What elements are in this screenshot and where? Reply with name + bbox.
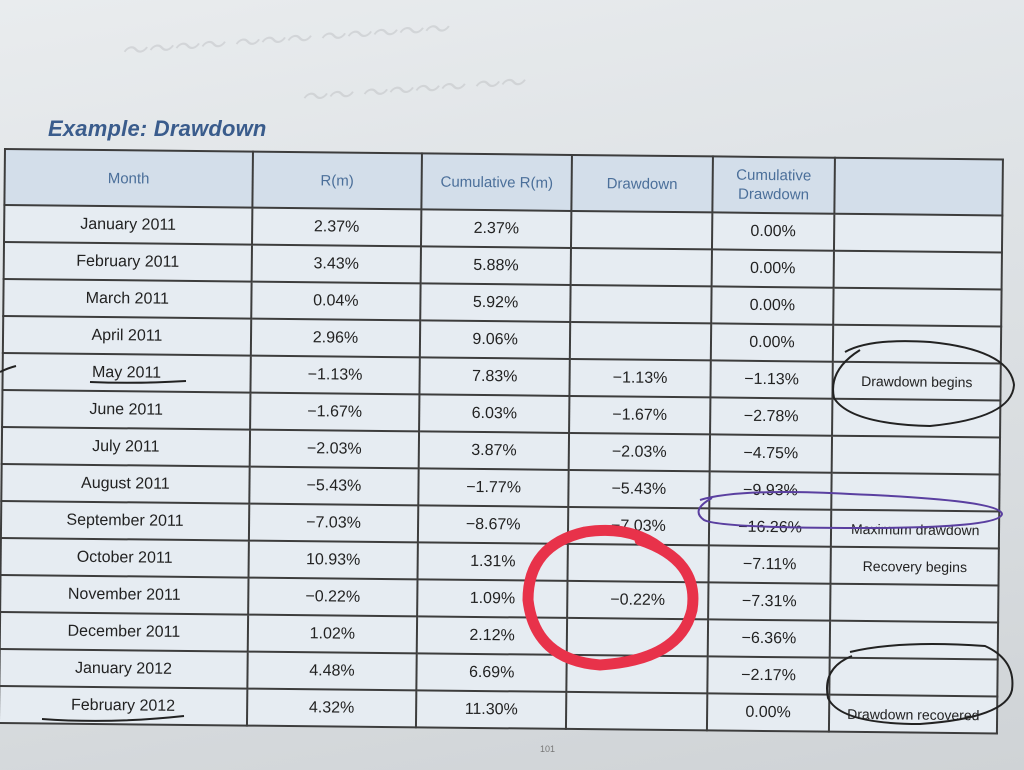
cumulative-drawdown-cell: 0.00%: [711, 212, 835, 251]
drawdown-cell: −0.22%: [567, 580, 709, 620]
cumulative-drawdown-cell: −7.11%: [708, 545, 832, 584]
page-heading: Example: Drawdown: [48, 116, 267, 141]
cumulative-rm-cell: 6.69%: [416, 653, 567, 692]
month-cell: January 2012: [0, 648, 248, 689]
table-body: January 2011 2.37% 2.37% 0.00% February 2011…: [0, 205, 1003, 734]
cumulative-drawdown-cell: −16.26%: [708, 508, 832, 547]
drawdown-cell: [570, 247, 712, 287]
rm-cell: 3.43%: [251, 244, 422, 284]
cumulative-drawdown-cell: −2.17%: [706, 656, 831, 695]
cumulative-drawdown-cell: 0.00%: [706, 693, 830, 732]
cumulative-rm-cell: 1.09%: [417, 579, 568, 618]
month-cell: September 2011: [0, 500, 250, 541]
cumulative-rm-cell: −8.67%: [417, 505, 569, 544]
cumulative-drawdown-cell: −9.93%: [708, 471, 833, 510]
rm-cell: 10.93%: [248, 540, 418, 580]
month-cell: August 2011: [1, 463, 250, 504]
cumulative-rm-cell: 6.03%: [419, 394, 570, 433]
note-cell: [830, 620, 999, 660]
note-cell: Drawdown recovered: [829, 694, 998, 734]
cumulative-rm-cell: 2.12%: [416, 616, 568, 655]
drawdown-cell: [567, 543, 709, 583]
rm-cell: −1.13%: [250, 355, 420, 395]
note-cell: [834, 250, 1002, 290]
rm-cell: −2.03%: [249, 429, 420, 469]
rm-cell: −1.67%: [249, 392, 420, 432]
cumulative-drawdown-cell: 0.00%: [710, 286, 835, 325]
column-header-month: Month: [4, 149, 253, 208]
cumulative-drawdown-cell: 0.00%: [710, 323, 834, 362]
month-cell: February 2011: [3, 242, 252, 282]
drawdown-cell: [570, 284, 712, 324]
month-cell: June 2011: [2, 389, 251, 430]
cumulative-drawdown-cell: −1.13%: [709, 360, 834, 399]
cumulative-rm-cell: 2.37%: [421, 209, 572, 248]
rm-cell: 2.37%: [251, 207, 422, 247]
month-cell: December 2011: [0, 611, 248, 652]
note-cell: [832, 398, 1001, 438]
note-cell: [831, 472, 1000, 512]
drawdown-table-wrapper: Month R(m) Cumulative R(m) Drawdown Cumu…: [0, 148, 1008, 735]
rm-cell: 4.32%: [246, 688, 417, 728]
note-cell: Maximum drawdown: [831, 509, 1000, 549]
bleed-through-text: ～～～～ ～～～ ～～～～～: [119, 14, 450, 68]
note-cell: Recovery begins: [830, 546, 999, 586]
cumulative-drawdown-cell: −2.78%: [709, 397, 833, 436]
note-cell: [833, 324, 1002, 364]
month-cell: April 2011: [2, 316, 252, 356]
drawdown-cell: [566, 691, 707, 731]
rm-cell: 1.02%: [247, 614, 418, 654]
table-header-row: Month R(m) Cumulative R(m) Drawdown Cumu…: [4, 149, 1003, 216]
note-cell: [833, 287, 1002, 327]
cumulative-drawdown-cell: 0.00%: [711, 249, 835, 288]
month-cell: November 2011: [0, 574, 249, 615]
cumulative-rm-cell: 9.06%: [419, 320, 571, 359]
drawdown-cell: [571, 210, 712, 250]
month-cell: March 2011: [3, 279, 252, 319]
cumulative-drawdown-cell: −6.36%: [707, 619, 831, 658]
cumulative-drawdown-cell: −4.75%: [709, 434, 833, 473]
cumulative-rm-cell: 11.30%: [416, 690, 567, 729]
drawdown-cell: −1.67%: [569, 395, 710, 435]
column-header-cumulative-rm: Cumulative R(m): [421, 153, 573, 211]
drawdown-cell: −7.03%: [568, 506, 709, 546]
column-header-cumulative-drawdown: Cumulative Drawdown: [711, 156, 836, 214]
cumulative-rm-cell: 7.83%: [419, 357, 571, 396]
drawdown-cell: −2.03%: [568, 432, 710, 472]
drawdown-cell: [570, 321, 711, 361]
drawdown-cell: [566, 654, 708, 694]
rm-cell: 0.04%: [251, 281, 421, 321]
note-cell: Drawdown begins: [832, 361, 1001, 401]
column-header-rm: R(m): [252, 151, 423, 210]
note-cell: [830, 583, 999, 623]
note-cell: [834, 213, 1003, 253]
month-cell: October 2011: [0, 537, 249, 578]
cumulative-rm-cell: 5.88%: [420, 246, 572, 285]
drawdown-cell: −5.43%: [568, 469, 710, 509]
cumulative-rm-cell: −1.77%: [418, 468, 569, 507]
note-cell: [832, 435, 1001, 475]
rm-cell: 2.96%: [250, 318, 421, 358]
column-header-notes: [834, 157, 1003, 216]
cumulative-rm-cell: 5.92%: [420, 283, 571, 322]
drawdown-cell: [566, 617, 708, 657]
rm-cell: −0.22%: [247, 577, 418, 617]
month-cell: January 2011: [4, 205, 253, 245]
month-cell: February 2012: [0, 685, 248, 726]
cumulative-drawdown-cell: −7.31%: [707, 582, 831, 621]
note-cell: [829, 657, 998, 697]
month-cell: July 2011: [1, 426, 250, 467]
drawdown-cell: −1.13%: [569, 358, 711, 398]
page-number: 101: [540, 744, 556, 754]
month-cell: May 2011: [2, 352, 251, 393]
cumulative-rm-cell: 3.87%: [418, 431, 570, 470]
rm-cell: 4.48%: [247, 651, 417, 691]
cumulative-rm-cell: 1.31%: [417, 542, 569, 581]
column-header-drawdown: Drawdown: [571, 154, 713, 213]
rm-cell: −5.43%: [249, 466, 419, 506]
rm-cell: −7.03%: [248, 503, 419, 543]
drawdown-table: Month R(m) Cumulative R(m) Drawdown Cumu…: [0, 148, 1004, 735]
bleed-through-text: ～～ ～～～～ ～～: [299, 68, 526, 114]
